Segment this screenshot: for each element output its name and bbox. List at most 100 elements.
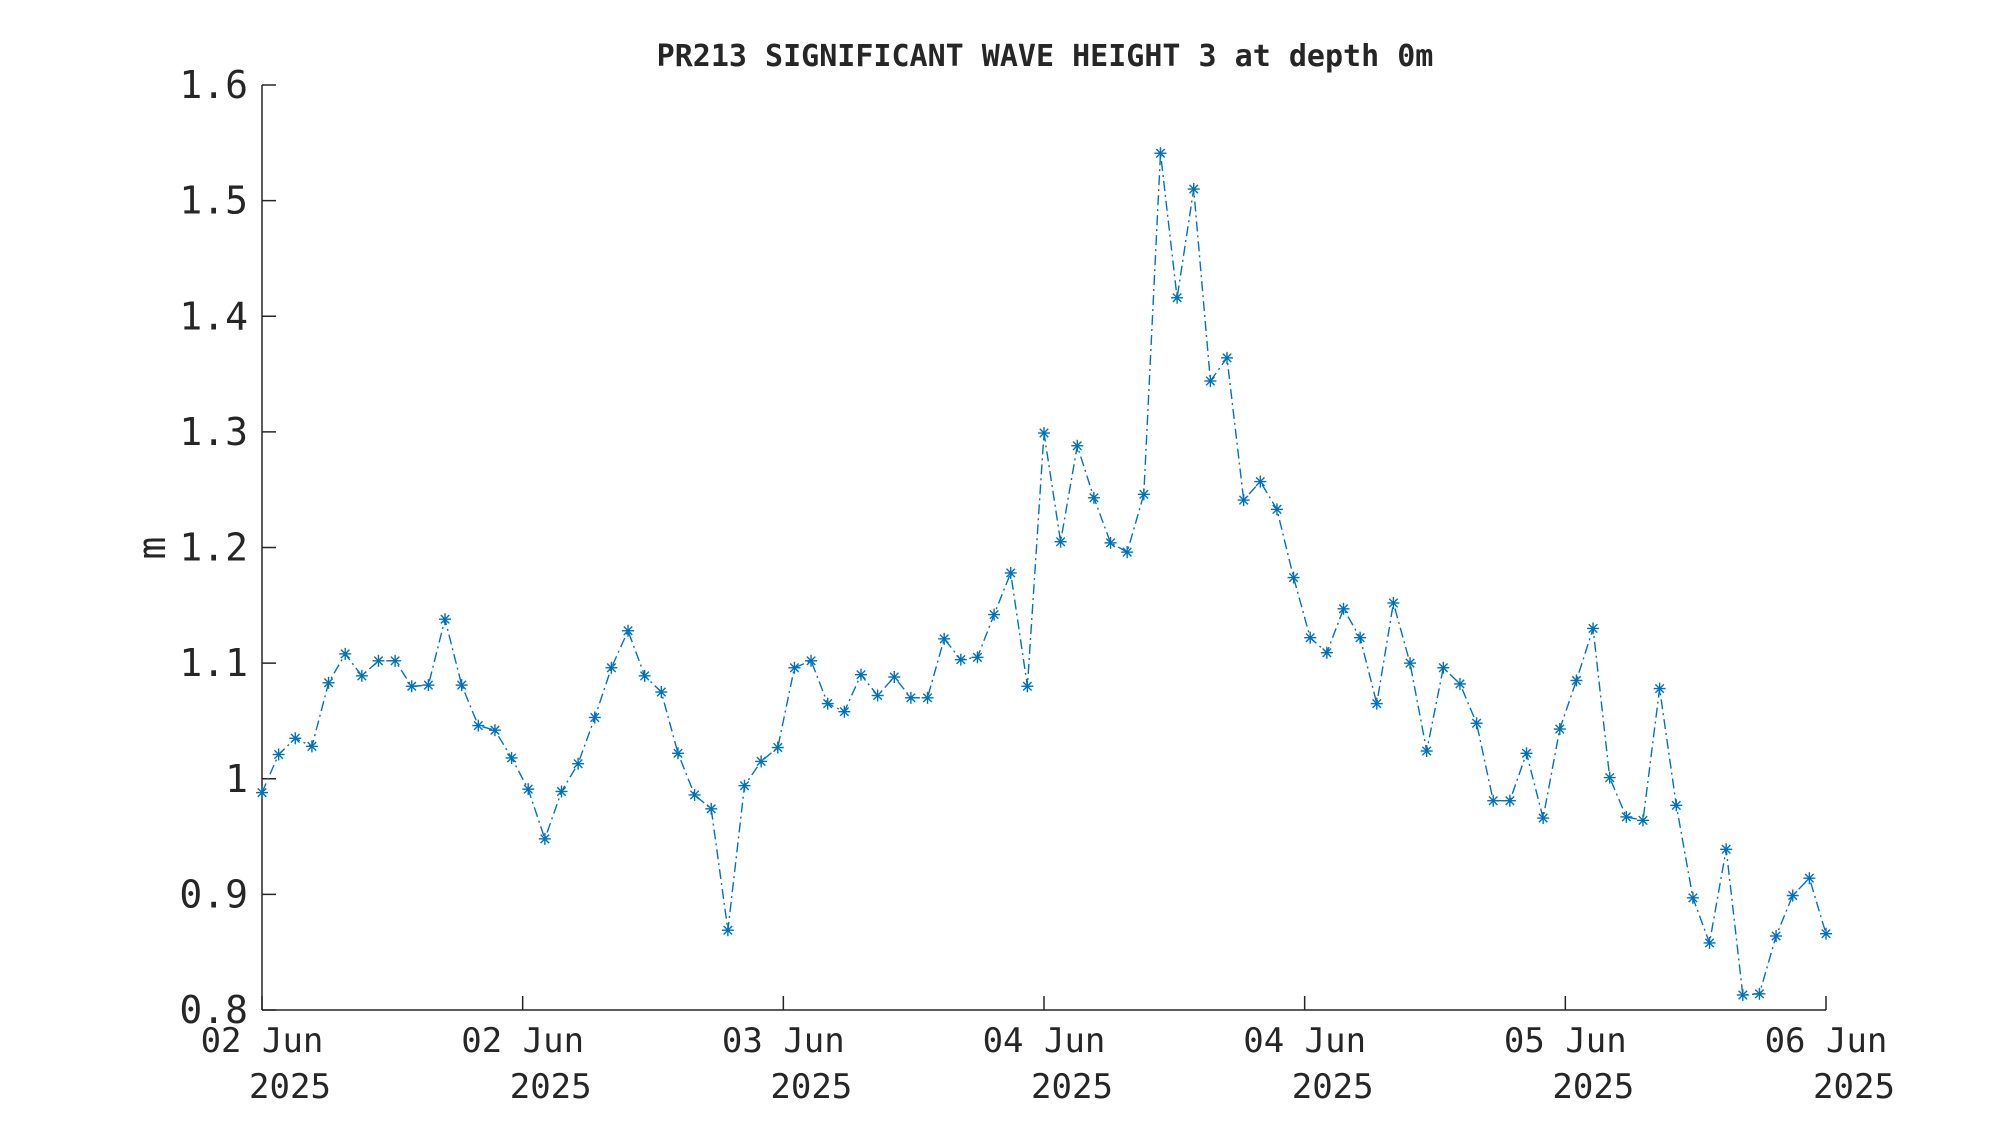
data-point-marker — [1770, 930, 1783, 942]
data-point-marker — [1021, 680, 1034, 693]
data-point-marker — [954, 653, 967, 666]
y-tick-label: 1.1 — [179, 641, 248, 685]
data-point-marker — [1537, 812, 1550, 825]
data-point-marker — [1503, 794, 1516, 807]
data-point-marker — [705, 802, 718, 815]
data-point-marker — [1054, 535, 1067, 548]
data-point-marker — [721, 924, 734, 937]
data-point-marker — [1237, 494, 1250, 507]
data-point-marker — [688, 788, 701, 801]
data-point-marker — [1004, 566, 1017, 579]
x-tick-label-year: 2025 — [510, 1067, 592, 1107]
data-point-marker — [755, 755, 768, 768]
data-point-marker — [1320, 646, 1333, 659]
data-point-marker — [988, 608, 1001, 621]
data-point-marker — [655, 686, 668, 699]
data-point-marker — [588, 711, 601, 724]
data-point-marker — [888, 671, 901, 683]
data-point-marker — [622, 624, 635, 637]
data-point-marker — [904, 691, 917, 704]
x-tick-label-date: 05 Jun — [1504, 1021, 1627, 1061]
x-tick-label-year: 2025 — [1031, 1067, 1113, 1107]
data-point-marker — [1786, 889, 1799, 902]
data-point-marker — [771, 741, 784, 754]
data-point-marker — [1470, 717, 1483, 730]
y-tick-label: 1.2 — [179, 526, 248, 570]
data-point-marker — [1587, 622, 1600, 635]
data-point-marker — [921, 691, 934, 704]
x-tick-label-year: 2025 — [1552, 1067, 1634, 1107]
data-point-marker — [1820, 927, 1832, 940]
data-point-marker — [1171, 291, 1184, 304]
data-point-marker — [1221, 351, 1234, 364]
data-point-marker — [1387, 597, 1400, 609]
data-point-marker — [1670, 799, 1683, 812]
y-tick-label: 0.8 — [179, 988, 248, 1032]
data-point-marker — [1104, 536, 1117, 549]
y-tick-label: 1.5 — [179, 179, 248, 223]
axes — [261, 85, 1826, 1011]
data-point-marker — [389, 654, 402, 667]
x-tick-label-year: 2025 — [249, 1067, 331, 1107]
data-point-marker — [1254, 475, 1267, 488]
data-point-marker — [854, 668, 867, 681]
y-axis-ticks: 0.8 0.9 1 1.1 1.2 1.3 1.4 1.5 1.6 — [179, 63, 276, 1032]
y-tick-label: 1 — [225, 757, 248, 801]
data-point-marker — [505, 751, 518, 764]
y-tick-label: 1.6 — [179, 63, 248, 107]
data-point-marker — [1753, 987, 1766, 1000]
data-point-marker — [1703, 936, 1716, 949]
data-point-marker — [355, 669, 368, 682]
data-point-marker — [1038, 427, 1050, 440]
data-point-marker — [1653, 682, 1666, 695]
data-point-marker — [938, 632, 951, 645]
data-point-marker — [1071, 439, 1084, 452]
y-tick-label: 1.4 — [179, 294, 248, 338]
data-point-marker — [1121, 546, 1134, 559]
data-point-marker — [305, 740, 318, 753]
x-tick-label-date: 02 Jun — [201, 1021, 324, 1061]
data-point-marker — [838, 705, 851, 718]
data-point-marker — [405, 680, 418, 693]
data-point-marker — [572, 757, 585, 770]
data-point-marker — [372, 654, 385, 667]
data-point-marker — [788, 661, 801, 674]
data-point-marker — [1636, 814, 1649, 827]
data-point-marker — [1404, 657, 1417, 670]
x-tick-label-date: 04 Jun — [983, 1021, 1106, 1061]
data-point-marker — [1570, 674, 1583, 687]
series-line — [261, 153, 1827, 996]
data-point-marker — [1620, 810, 1633, 823]
data-point-marker — [1420, 745, 1433, 757]
data-point-marker — [1603, 771, 1616, 784]
chart-title: PR213 SIGNIFICANT WAVE HEIGHT 3 at depth… — [657, 39, 1434, 74]
data-point-marker — [1187, 183, 1200, 196]
x-tick-label-date: 06 Jun — [1765, 1021, 1888, 1061]
x-tick-label-date: 02 Jun — [461, 1021, 584, 1061]
data-point-marker — [1487, 794, 1500, 807]
data-point-marker — [522, 783, 535, 796]
data-point-marker — [1453, 677, 1466, 690]
data-point-marker — [488, 724, 501, 737]
data-point-marker — [339, 647, 352, 660]
data-point-marker — [1304, 631, 1317, 644]
data-point-marker — [1736, 988, 1749, 1001]
data-point-marker — [1287, 571, 1300, 584]
data-point-marker — [256, 786, 268, 799]
data-point-marker — [971, 651, 984, 664]
data-point-marker — [1337, 602, 1350, 615]
data-point-marker — [1270, 503, 1283, 516]
data-point-marker — [1686, 891, 1699, 904]
data-point-marker — [422, 679, 435, 692]
data-point-marker — [289, 732, 302, 745]
data-point-marker — [1354, 631, 1367, 644]
data-point-marker — [1087, 491, 1100, 504]
data-point-marker — [322, 676, 335, 689]
data-point-marker — [871, 689, 884, 702]
x-axis-ticks: 02 Jun 2025 02 Jun 2025 03 Jun 2025 04 Jun 2025… — [201, 996, 1895, 1107]
data-point-marker — [472, 719, 485, 732]
data-point-marker — [738, 779, 751, 792]
y-tick-label: 0.9 — [179, 872, 248, 916]
data-point-marker — [555, 785, 568, 798]
